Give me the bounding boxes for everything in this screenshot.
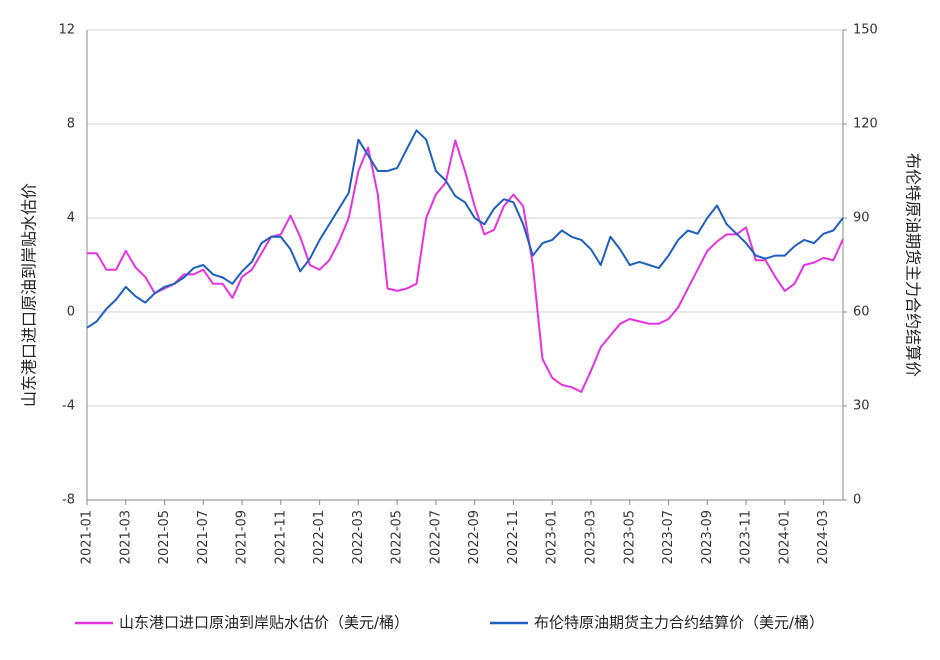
x-tick-label: 2021-05 (157, 510, 172, 564)
x-tick-label: 2021-09 (235, 510, 250, 564)
x-tick-label: 2022-05 (390, 510, 405, 564)
y-axis-title: 山东港口进口原油到岸贴水估价 (20, 183, 39, 407)
x-tick-label: 2023-01 (545, 510, 560, 564)
x-tick-label: 2022-01 (312, 510, 327, 564)
y2-tick-label: 90 (853, 211, 870, 226)
series-line (86, 129, 844, 329)
x-tick-label: 2023-07 (661, 510, 676, 564)
y-tick-label: 8 (67, 117, 75, 132)
legend-label: 山东港口进口原油到岸贴水估价（美元/桶） (119, 614, 409, 632)
x-tick-label: 2021-07 (196, 510, 211, 564)
x-tick-label: 2022-03 (351, 510, 366, 564)
x-tick-label: 2023-05 (622, 510, 637, 564)
y2-axis-title: 布伦特原油期货主力合约结算价 (904, 153, 923, 377)
y2-tick-label: 0 (853, 493, 861, 508)
x-tick-label: 2022-09 (467, 510, 482, 564)
y-tick-label: 12 (58, 23, 75, 38)
x-tick-label: 2023-09 (700, 510, 715, 564)
legend-label: 布伦特原油期货主力合约结算价（美元/桶） (534, 614, 824, 632)
x-tick-label: 2021-11 (273, 510, 288, 564)
x-tick-label: 2024-03 (816, 510, 831, 564)
y2-tick-label: 60 (853, 305, 870, 320)
x-tick-label: 2022-11 (506, 510, 521, 564)
x-tick-label: 2021-01 (80, 510, 95, 564)
y-tick-label: 4 (67, 211, 75, 226)
x-tick-label: 2021-03 (118, 510, 133, 564)
x-tick-label: 2024-01 (777, 510, 792, 564)
y-tick-label: -4 (62, 399, 75, 414)
y2-tick-label: 120 (853, 117, 878, 132)
series-line (87, 139, 844, 393)
y-tick-label: 0 (67, 305, 75, 320)
x-tick-label: 2022-07 (428, 510, 443, 564)
y2-tick-label: 150 (853, 23, 878, 38)
y2-tick-label: 30 (853, 399, 870, 414)
x-tick-label: 2023-11 (739, 510, 754, 564)
y-tick-label: -8 (62, 493, 75, 508)
x-tick-label: 2023-03 (584, 510, 599, 564)
